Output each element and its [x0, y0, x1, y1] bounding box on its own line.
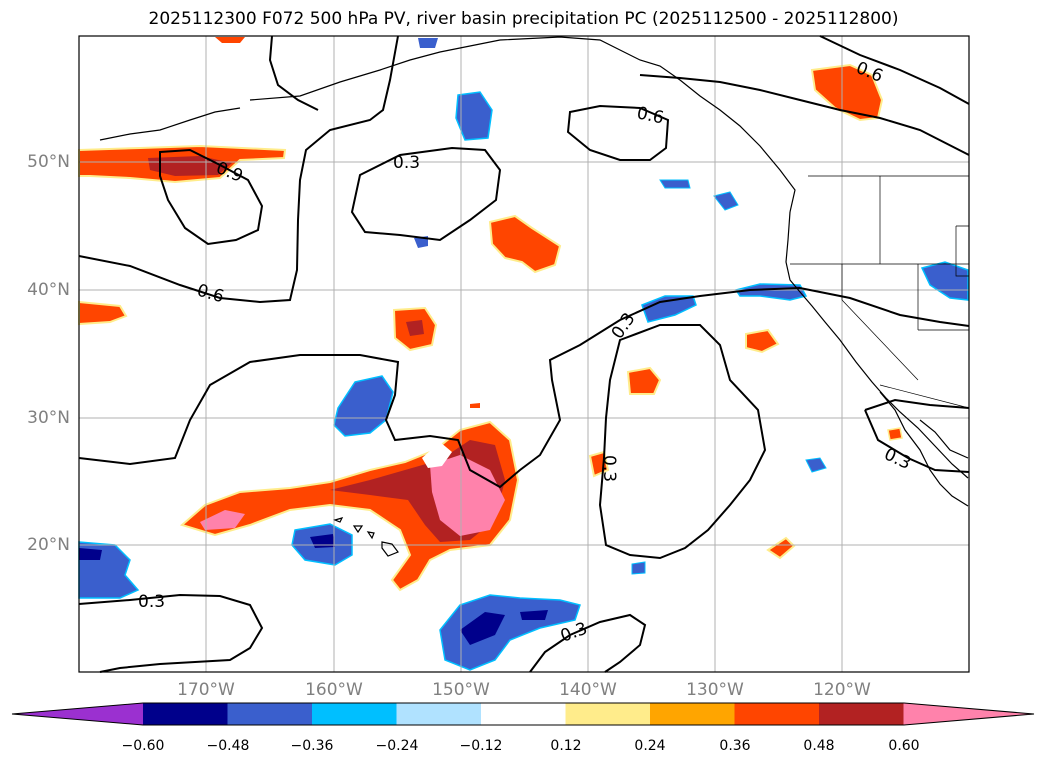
- contour-label-group: 0.6 0.9 0.3 0.6 0.3 0.3 0.3 0.3 0.3 0.6: [138, 58, 914, 647]
- precip-negative-area: [920, 261, 969, 301]
- pv-contour: [268, 35, 319, 111]
- pv-contour: [78, 286, 970, 489]
- colorbar-outline: [11, 702, 1035, 726]
- colorbar-tick: −0.12: [459, 738, 503, 754]
- colorbar-segment: [227, 703, 313, 725]
- precip-negative-area: [422, 442, 452, 468]
- colorbar-segment: [819, 703, 904, 725]
- contour-label: 0.3: [393, 153, 420, 173]
- lon-label: 130°W: [686, 680, 744, 700]
- pv-contour: [78, 35, 399, 304]
- contour-label: 0.3: [138, 592, 165, 612]
- lon-label: 170°W: [177, 680, 235, 700]
- precip-negative-area: [418, 38, 438, 48]
- contour-label: 0.3: [881, 444, 914, 474]
- pv-contour: [639, 74, 970, 156]
- precip-positive-area: [745, 328, 780, 354]
- pv-contour: [566, 104, 670, 161]
- precip-positive-area: [488, 214, 562, 274]
- precip-negative-area: [641, 295, 697, 323]
- precip-negative-area: [455, 91, 493, 141]
- pv-contour: [529, 613, 647, 673]
- map-panel: 0.6 0.9 0.3 0.6 0.3 0.3 0.3 0.3 0.3 0.6: [78, 35, 970, 673]
- hawaii: [333, 517, 344, 523]
- precip-negative-area: [520, 610, 548, 620]
- lat-label: 50°N: [27, 152, 70, 172]
- colorbar-segment: [650, 703, 735, 725]
- colorbar-segment: [734, 703, 820, 725]
- colorbar-segments: [12, 703, 1034, 725]
- pv-contour: [864, 409, 970, 473]
- map-title: 2025112300 F072 500 hPa PV, river basin …: [148, 9, 899, 29]
- colorbar-tick: −0.24: [375, 738, 419, 754]
- precip-negative-area: [659, 179, 691, 189]
- precip-negative-area: [805, 457, 827, 473]
- precip-negative-area: [713, 191, 739, 211]
- colorbar-tick: −0.36: [290, 738, 334, 754]
- precip-max-area: [200, 510, 245, 530]
- precip-strong-area: [406, 320, 424, 336]
- coastline-baja: [879, 391, 969, 507]
- colorbar-tick: −0.48: [206, 738, 250, 754]
- precip-positive-area: [78, 300, 128, 326]
- pv-contour: [819, 35, 970, 105]
- precip-positive-area: [887, 427, 903, 441]
- lon-label: 150°W: [432, 680, 490, 700]
- lat-label: 30°N: [27, 408, 70, 428]
- precip-positive-area: [215, 37, 245, 43]
- lon-label: 160°W: [305, 680, 363, 700]
- precip-negative-area: [333, 375, 394, 437]
- coastline-aleutians: [99, 107, 241, 141]
- pv-contours: [78, 35, 970, 673]
- lat-label: 40°N: [27, 280, 70, 300]
- precip-negative-area: [79, 548, 102, 560]
- coastline-alaska: [249, 36, 796, 213]
- precip-positive-area: [626, 366, 662, 395]
- colorbar-segment: [565, 703, 651, 725]
- colorbar-segment: [312, 703, 397, 725]
- precip-negative-area: [631, 561, 646, 575]
- colorbar-tick: −0.60: [121, 738, 165, 754]
- precip-max-area: [430, 455, 505, 536]
- colorbar-segment: [481, 703, 566, 725]
- hawaii: [352, 525, 399, 557]
- contour-label: 0.6: [195, 281, 227, 308]
- colorbar-tick: 0.60: [888, 738, 920, 754]
- precip-positive-area: [766, 536, 796, 560]
- precip-negative-area: [460, 612, 505, 645]
- lon-label: 140°W: [559, 680, 617, 700]
- colorbar-segment: [396, 703, 482, 725]
- lat-label: 20°N: [27, 535, 70, 555]
- pv-contour: [864, 398, 970, 411]
- colorbar-tick: 0.48: [803, 738, 835, 754]
- colorbar-extend-low: [12, 703, 143, 725]
- precip-positive-area: [470, 403, 480, 408]
- precip-fills: [78, 37, 969, 671]
- pv-contour: [78, 593, 264, 673]
- pv-contour: [350, 146, 502, 242]
- colorbar-tick: 0.36: [719, 738, 751, 754]
- pv-contour: [159, 148, 264, 246]
- colorbar-extend-high: [903, 703, 1034, 725]
- coastline-baja-inner: [919, 419, 969, 459]
- coastline-west: [785, 211, 969, 479]
- contour-label: 0.6: [635, 103, 666, 128]
- coastlines: [99, 36, 969, 557]
- colorbar-tick: 0.12: [550, 738, 582, 754]
- lat-lon-grid: [79, 36, 969, 672]
- colorbar-segment: [143, 703, 228, 725]
- pv-contour: [598, 324, 767, 560]
- contour-label: 0.3: [599, 455, 619, 482]
- state-borders: [790, 175, 970, 409]
- colorbar-tick: 0.24: [634, 738, 666, 754]
- map-frame: [78, 35, 970, 673]
- lon-label: 120°W: [813, 680, 871, 700]
